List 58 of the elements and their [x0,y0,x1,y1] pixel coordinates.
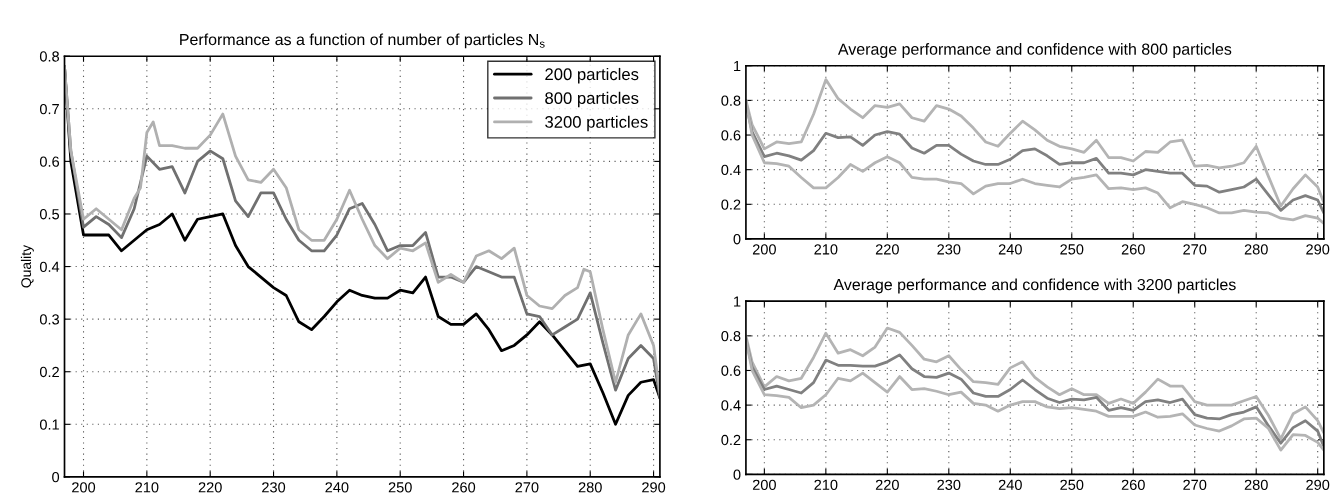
y-tick-label: 0.7 [39,103,59,115]
x-tick-label: 220 [875,244,899,255]
x-tick-label: 250 [1060,244,1084,255]
y-tick-label: 0.8 [721,330,741,342]
x-tick-label: 290 [1306,244,1330,255]
x-tick-label: 210 [135,482,159,493]
y-tick-label: 1 [734,296,741,307]
y-tick-label: 0.5 [39,209,60,220]
x-tick-label: 230 [262,482,286,493]
legend-label: 800 particles [545,91,639,108]
legend-label: 200 particles [545,67,639,84]
x-tick-label: 210 [814,244,838,255]
x-tick-label: 260 [1121,244,1145,255]
x-tick-label: 270 [515,482,539,493]
y-tick-label: 1 [734,61,741,72]
chart-title: Average performance and confidence with 3200 particles [833,278,1236,294]
x-tick-label: 270 [1183,244,1207,255]
y-tick-label: 0.6 [721,130,741,141]
x-tick-label: 280 [1244,479,1268,490]
x-tick-label: 240 [998,479,1022,490]
x-tick-label: 280 [1244,244,1268,255]
x-tick-label: 220 [198,482,222,493]
y-tick-label: 0.8 [721,95,741,106]
x-tick-label: 240 [325,482,349,493]
y-tick-label: 0.3 [39,314,60,325]
x-tick-label: 230 [937,244,961,255]
x-tick-label: 290 [642,482,666,493]
y-tick-label: 0.2 [721,199,741,210]
y-tick-label: 0.6 [39,156,60,167]
y-tick-label: 0.6 [721,365,741,376]
y-tick-label: 0.4 [721,164,741,176]
x-tick-label: 250 [1060,479,1084,490]
x-tick-label: 210 [814,479,838,490]
x-tick-label: 230 [937,479,961,490]
chart-title: Performance as a function of number of particles N$_{s}$ [180,33,545,49]
chart-title: Average performance and confidence with 800 particles [837,43,1232,58]
y-tick-label: 0 [733,469,741,480]
y-tick-label: 0.8 [39,51,60,62]
y-tick-label: 0.1 [39,419,59,430]
y-tick-label: 0 [733,234,741,245]
x-tick-label: 270 [1183,479,1207,490]
y-tick-label: 0.4 [39,261,60,272]
x-tick-label: 290 [1306,479,1330,490]
x-tick-label: 250 [388,482,412,493]
x-tick-label: 240 [998,244,1022,255]
x-tick-label: 260 [452,482,476,493]
y-tick-label: 0 [52,472,60,483]
y-tick-label: 0.2 [39,366,59,378]
x-tick-label: 200 [752,244,776,255]
legend-label: 3200 particles [545,115,648,132]
x-tick-label: 200 [72,482,96,493]
x-tick-label: 200 [752,479,776,490]
x-tick-label: 260 [1121,479,1145,490]
y-axis-title: Quality [20,244,34,288]
y-tick-label: 0.4 [721,400,741,411]
x-tick-label: 280 [578,482,602,493]
y-tick-label: 0.2 [721,434,741,446]
x-tick-label: 220 [875,479,899,490]
